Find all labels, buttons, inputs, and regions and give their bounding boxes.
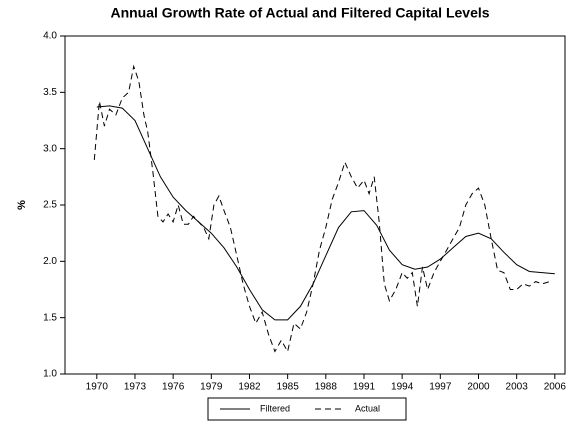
legend-box: [207, 397, 407, 421]
x-tick-label: 1979: [200, 382, 223, 393]
y-tick-label: 3.0: [43, 143, 57, 154]
legend-label: Actual: [355, 403, 380, 413]
x-tick-label: 1997: [429, 382, 452, 393]
x-tick-label: 1988: [315, 382, 338, 393]
x-tick-label: 2006: [544, 382, 567, 393]
x-tick-label: 1994: [391, 382, 414, 393]
x-tick-label: 1973: [124, 382, 147, 393]
series-line: [96, 105, 555, 321]
y-axis-label: %: [16, 200, 28, 210]
x-tick-label: 1985: [277, 382, 300, 393]
x-tick-label: 1982: [238, 382, 261, 393]
x-tick-label: 1970: [86, 382, 109, 393]
x-tick-label: 1976: [162, 382, 185, 393]
y-tick-label: 2.5: [43, 200, 57, 211]
series-line: [93, 64, 550, 353]
y-tick-label: 3.5: [43, 87, 57, 98]
y-tick-label: 4.0: [43, 31, 57, 42]
legend-label: Filtered: [260, 403, 290, 413]
y-tick-label: 1.5: [43, 312, 57, 323]
x-tick-label: 2000: [467, 382, 490, 393]
y-tick-label: 1.0: [43, 369, 57, 380]
x-tick-label: 2003: [506, 382, 529, 393]
y-tick-label: 2.0: [43, 256, 57, 267]
x-tick-label: 1991: [353, 382, 376, 393]
chart-title: Annual Growth Rate of Actual and Filtere…: [110, 5, 489, 21]
